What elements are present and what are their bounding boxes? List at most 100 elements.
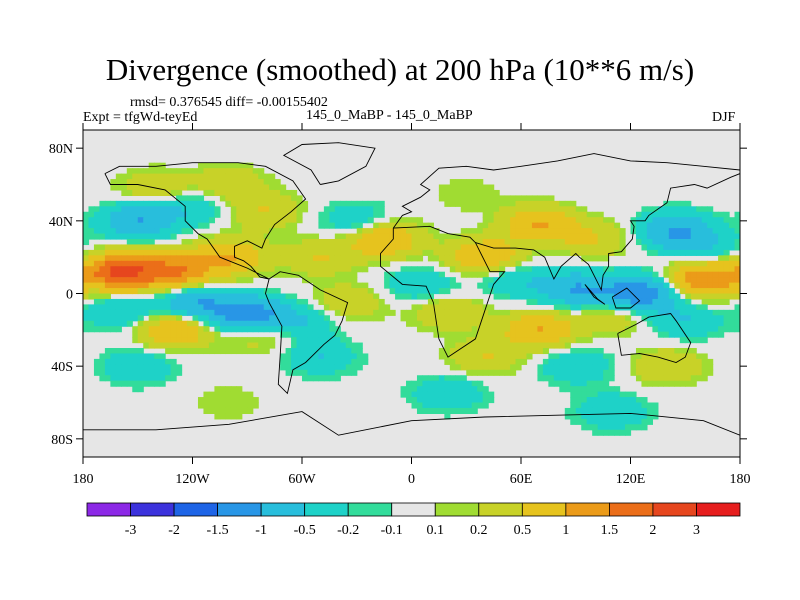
field-cell xyxy=(657,239,664,246)
field-cell xyxy=(482,342,489,349)
field-cell xyxy=(208,233,215,240)
field-cell xyxy=(663,271,670,278)
field-cell xyxy=(581,222,588,229)
field-cell xyxy=(575,380,582,387)
field-cell xyxy=(219,173,226,180)
field-cell xyxy=(471,326,478,333)
field-cell xyxy=(241,277,248,284)
field-cell xyxy=(340,266,347,273)
field-cell xyxy=(723,239,730,246)
field-cell xyxy=(373,228,380,235)
field-cell xyxy=(570,369,577,376)
field-cell xyxy=(230,309,237,316)
field-cell xyxy=(542,239,549,246)
field-cell xyxy=(99,244,106,251)
field-cell xyxy=(236,222,243,229)
field-cell xyxy=(729,315,736,322)
field-cell xyxy=(197,168,205,175)
field-cell xyxy=(197,266,205,273)
field-cell xyxy=(521,255,528,262)
field-cell xyxy=(455,315,462,322)
field-cell xyxy=(668,298,675,305)
field-cell xyxy=(663,211,670,218)
field-cell xyxy=(515,320,522,327)
field-cell xyxy=(493,369,500,376)
field-cell xyxy=(340,277,347,284)
field-cell xyxy=(603,266,610,273)
field-cell xyxy=(499,358,506,365)
field-cell xyxy=(531,293,539,300)
field-cell xyxy=(132,326,139,333)
field-cell xyxy=(444,397,451,404)
field-cell xyxy=(318,211,325,218)
field-cell xyxy=(132,304,139,311)
field-cell xyxy=(559,277,566,284)
field-cell xyxy=(230,348,237,355)
field-cell xyxy=(192,293,199,300)
colorbar-label: 1 xyxy=(562,523,569,538)
field-cell xyxy=(592,244,599,251)
field-cell xyxy=(696,364,703,371)
field-cell xyxy=(526,266,533,273)
field-cell xyxy=(197,162,205,169)
field-cell xyxy=(712,244,719,251)
field-cell xyxy=(88,222,95,229)
field-cell xyxy=(537,266,544,273)
field-cell xyxy=(269,337,276,344)
field-cell xyxy=(225,386,232,393)
field-cell xyxy=(296,206,303,213)
field-cell xyxy=(592,217,599,224)
field-cell xyxy=(302,364,309,371)
field-cell xyxy=(104,282,111,289)
field-cell xyxy=(493,282,500,289)
field-cell xyxy=(712,260,719,267)
field-cell xyxy=(504,293,511,300)
field-cell xyxy=(685,375,692,382)
field-cell xyxy=(214,288,221,295)
field-cell xyxy=(668,369,675,376)
field-cell xyxy=(718,288,725,295)
field-cell xyxy=(121,206,128,213)
field-cell xyxy=(493,239,500,246)
field-cell xyxy=(438,244,445,251)
field-cell xyxy=(685,266,692,273)
field-cell xyxy=(674,320,681,327)
field-cell xyxy=(351,244,358,251)
field-cell xyxy=(729,277,736,284)
field-cell xyxy=(493,348,500,355)
field-cell xyxy=(307,277,314,284)
field-cell xyxy=(619,266,626,273)
field-cell xyxy=(219,407,226,414)
field-cell xyxy=(351,348,358,355)
field-cell xyxy=(696,315,703,322)
field-cell xyxy=(192,255,199,262)
field-cell xyxy=(312,255,320,262)
field-cell xyxy=(466,249,473,256)
field-cell xyxy=(356,255,363,262)
field-cell xyxy=(318,326,325,333)
field-cell xyxy=(318,288,325,295)
field-cell xyxy=(477,228,484,235)
field-cell xyxy=(614,228,621,235)
x-tick-label: 60W xyxy=(288,472,316,487)
field-cell xyxy=(646,348,653,355)
field-cell xyxy=(203,402,210,409)
field-cell xyxy=(258,168,265,175)
field-cell xyxy=(176,184,183,191)
field-cell xyxy=(466,331,473,338)
field-cell xyxy=(553,364,560,371)
field-cell xyxy=(701,304,708,311)
field-cell xyxy=(564,233,571,240)
field-cell xyxy=(723,309,730,316)
field-cell xyxy=(646,206,653,213)
field-cell xyxy=(351,255,358,262)
field-cell xyxy=(241,260,248,267)
field-cell xyxy=(214,326,221,333)
field-cell xyxy=(318,375,325,382)
field-cell xyxy=(674,304,681,311)
field-cell xyxy=(181,206,188,213)
field-cell xyxy=(148,244,155,251)
field-cell xyxy=(548,277,555,284)
field-cell xyxy=(493,277,500,284)
field-cell xyxy=(668,211,675,218)
